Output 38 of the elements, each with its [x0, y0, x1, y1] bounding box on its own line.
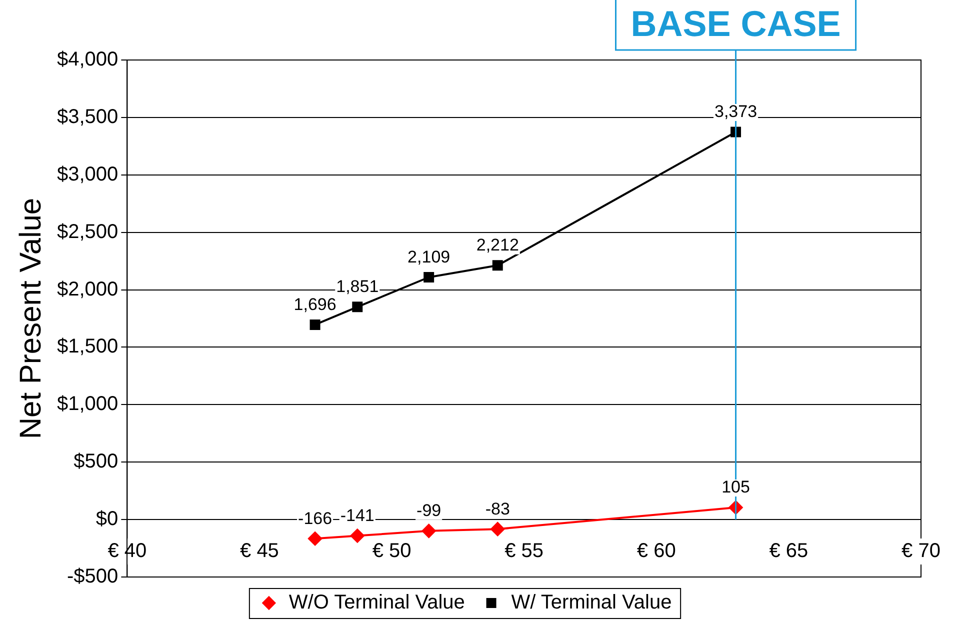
y-tick-label: $1,500 — [57, 336, 118, 358]
x-tick-label: € 65 — [769, 540, 808, 562]
ref-line-label: BASE CASE — [630, 2, 841, 44]
data-label: 2,212 — [476, 236, 519, 255]
data-label: -141 — [340, 506, 374, 525]
y-tick-label: $1,000 — [57, 393, 118, 416]
x-tick-label: € 60 — [636, 540, 676, 562]
y-tick-label: $500 — [74, 450, 118, 473]
point — [352, 302, 363, 312]
data-label: -83 — [485, 499, 510, 518]
x-tick-label: € 70 — [902, 540, 940, 562]
x-tick-label: € 45 — [240, 540, 279, 562]
y-tick-label: $0 — [96, 508, 118, 530]
y-tick-label: $3,500 — [57, 106, 118, 128]
point — [490, 522, 505, 536]
y-axis-title: Net Present Value — [14, 198, 48, 440]
point — [308, 532, 322, 546]
x-tick-label: € 55 — [504, 540, 544, 562]
point — [422, 524, 436, 538]
legend-label: W/ Terminal Value — [511, 592, 672, 614]
legend-label: W/O Terminal Value — [288, 592, 465, 614]
data-label: -166 — [298, 508, 332, 528]
y-tick-label: -$500 — [67, 566, 118, 588]
point — [350, 528, 364, 543]
point — [492, 260, 503, 271]
data-label: -99 — [416, 501, 442, 520]
y-tick-label: $2,500 — [57, 220, 118, 243]
point — [310, 319, 320, 330]
x-tick-label: € 50 — [372, 540, 412, 562]
y-tick-label: $3,000 — [57, 163, 118, 186]
data-label: 1,851 — [336, 277, 379, 296]
data-label: 105 — [722, 478, 750, 497]
data-label: 3,373 — [714, 102, 758, 122]
data-label: 1,696 — [294, 294, 336, 314]
data-label: 2,109 — [408, 247, 450, 266]
y-tick-label: $2,000 — [57, 278, 118, 300]
y-tick-label: $4,000 — [57, 48, 118, 71]
point — [424, 272, 434, 282]
